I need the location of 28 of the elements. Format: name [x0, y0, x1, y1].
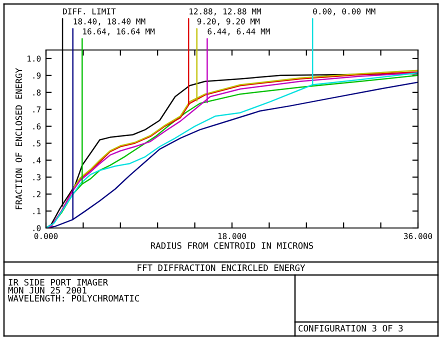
annotation: 18.40, 18.40 MM: [74, 18, 146, 26]
annotation: 0.00, 0.00 MM: [313, 8, 376, 16]
annotation: 16.64, 16.64 MM: [83, 28, 155, 36]
y-tick-label: .0: [33, 225, 41, 232]
annotation: 9.20, 9.20 MM: [197, 18, 260, 26]
y-tick-label: .1: [33, 208, 41, 214]
text: CONFIGURATION 3 OF 3: [298, 324, 403, 332]
y-tick-label: .3: [33, 174, 41, 180]
x-tick-label: 36.000: [404, 233, 432, 240]
x-axis-title: RADIUS FROM CENTROID IN MICRONS: [150, 242, 314, 249]
text: MON JUN 25 2001: [8, 286, 86, 294]
annotation: 6.44, 6.44 MM: [208, 28, 270, 36]
y-tick-label: .4: [33, 157, 41, 164]
y-axis-title: FRACTION OF ENCLOSED ENERGY: [16, 68, 22, 210]
annotation: 12.88, 12.88 MM: [190, 8, 261, 16]
y-tick-label: .2: [33, 191, 40, 198]
text: IR SIDE PORT IMAGER: [8, 278, 108, 286]
y-tick-label: .7: [33, 106, 41, 112]
y-tick-label: 1.0: [28, 56, 41, 62]
y-tick-label: .9: [33, 72, 41, 79]
y-tick-label: .8: [33, 89, 41, 96]
y-tick-label: .5: [33, 140, 40, 146]
text: FFT DIFFRACTION ENCIRCLED ENERGY: [138, 264, 306, 272]
annotation: DIFF. LIMIT: [63, 8, 116, 14]
text: WAVELENGTH: POLYCHROMATIC: [8, 294, 140, 302]
y-tick-label: .6: [33, 123, 41, 130]
x-tick-label: 0.000: [34, 233, 58, 240]
x-tick-label: 18.000: [218, 233, 246, 240]
